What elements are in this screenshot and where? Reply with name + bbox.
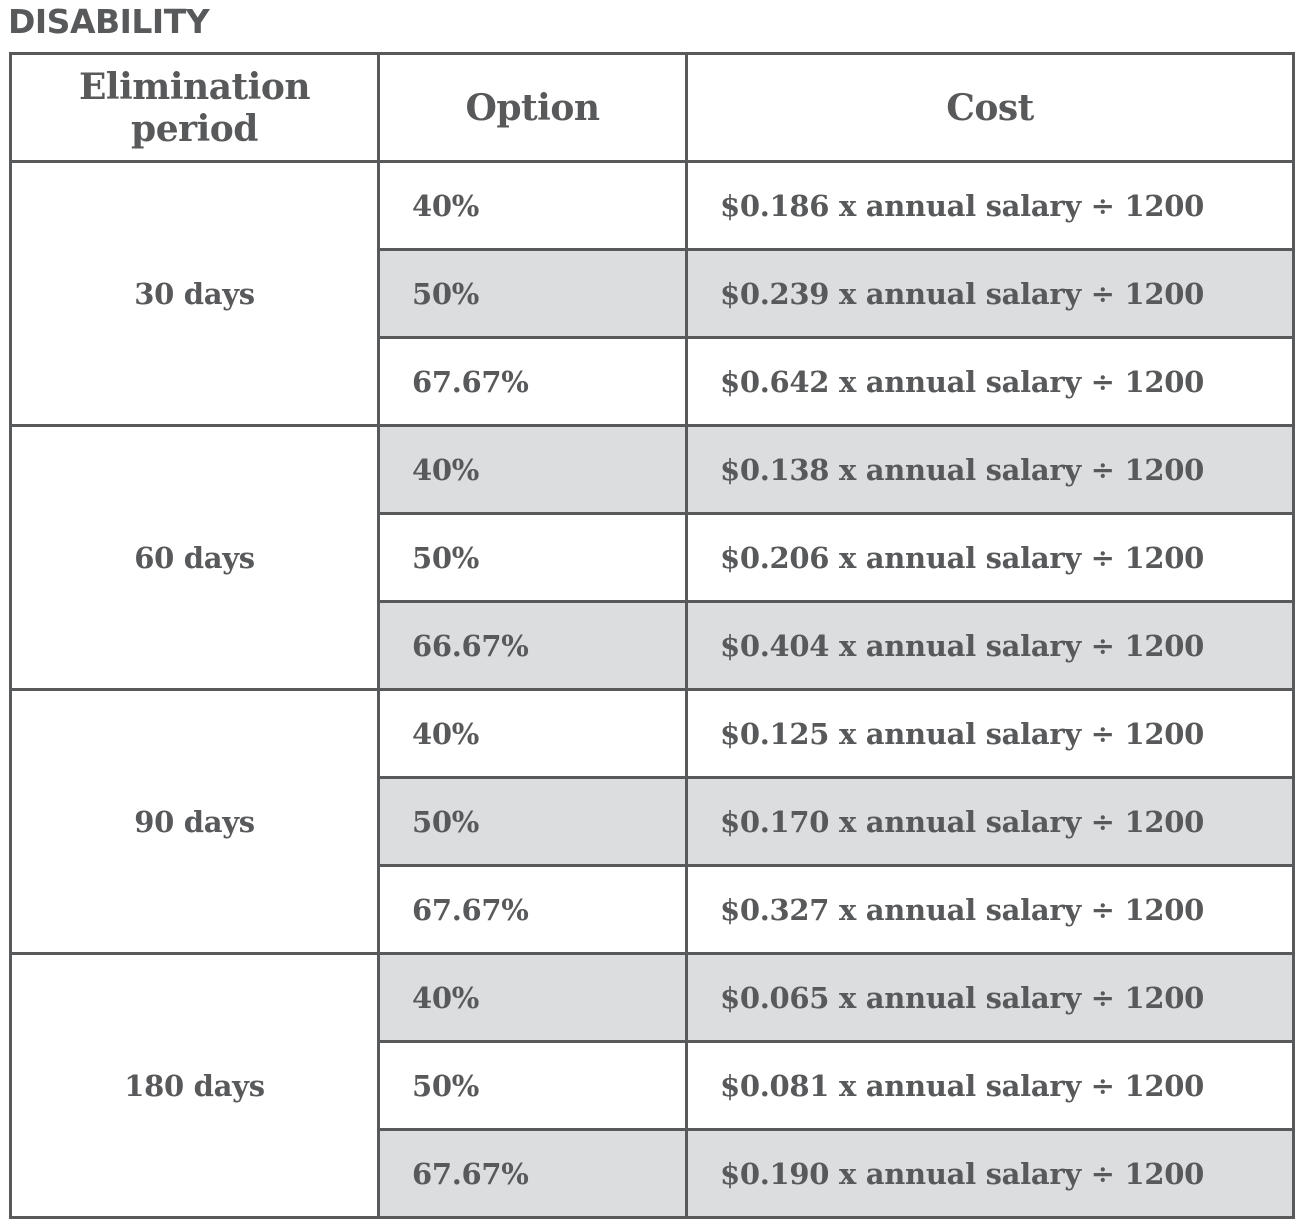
table-row: 180 days 40% $0.065 x annual salary ÷ 1200: [9, 952, 1295, 1219]
cost-cell: $0.404 x annual salary ÷ 1200: [685, 600, 1295, 691]
disability-rates-table: Elimination period Option Cost 30 days 40…: [9, 52, 1295, 1219]
option-cell: 40%: [377, 688, 688, 779]
table-row: 66.67% $0.404 x annual salary ÷ 1200: [11, 600, 1295, 691]
option-cell: 67.67%: [377, 336, 688, 427]
table-row: 50% $0.081 x annual salary ÷ 1200: [11, 1040, 1295, 1131]
header-elimination-period: Elimination period: [9, 52, 380, 163]
option-cell: 67.67%: [377, 1128, 688, 1219]
option-cell: 50%: [377, 512, 688, 603]
table-row: 67.67% $0.190 x annual salary ÷ 1200: [11, 1128, 1295, 1219]
cost-cell: $0.327 x annual salary ÷ 1200: [685, 864, 1295, 955]
cost-cell: $0.170 x annual salary ÷ 1200: [685, 776, 1295, 867]
section-title: DISABILITY: [8, 2, 210, 41]
table-body: 30 days 40% $0.186 x annual salary ÷ 1200 5…: [9, 160, 1295, 1219]
option-cell: 40%: [377, 952, 688, 1043]
option-cell: 67.67%: [377, 864, 688, 955]
option-cell: 50%: [377, 248, 688, 339]
cost-cell: $0.081 x annual salary ÷ 1200: [685, 1040, 1295, 1131]
table-row: 50% $0.206 x annual salary ÷ 1200: [11, 512, 1295, 603]
elimination-period-cell: 30 days: [9, 160, 380, 427]
cost-cell: $0.642 x annual salary ÷ 1200: [685, 336, 1295, 427]
option-cell: 50%: [377, 776, 688, 867]
cost-cell: $0.186 x annual salary ÷ 1200: [685, 160, 1295, 251]
table-row: 90 days 40% $0.125 x annual salary ÷ 1200: [9, 688, 1295, 955]
cost-cell: $0.065 x annual salary ÷ 1200: [685, 952, 1295, 1043]
elimination-period-cell: 180 days: [9, 952, 380, 1219]
option-cell: 40%: [377, 160, 688, 251]
elimination-period-cell: 60 days: [9, 424, 380, 691]
header-row: Elimination period Option Cost: [9, 52, 1295, 163]
table-row: 30 days 40% $0.186 x annual salary ÷ 1200: [9, 160, 1295, 427]
table-row: 50% $0.170 x annual salary ÷ 1200: [11, 776, 1295, 867]
elimination-period-cell: 90 days: [9, 688, 380, 955]
cost-cell: $0.138 x annual salary ÷ 1200: [685, 424, 1295, 515]
table-row: 60 days 40% $0.138 x annual salary ÷ 1200: [9, 424, 1295, 691]
cost-cell: $0.206 x annual salary ÷ 1200: [685, 512, 1295, 603]
table-row: 50% $0.239 x annual salary ÷ 1200: [11, 248, 1295, 339]
cost-cell: $0.190 x annual salary ÷ 1200: [685, 1128, 1295, 1219]
cost-cell: $0.125 x annual salary ÷ 1200: [685, 688, 1295, 779]
header-cost: Cost: [685, 52, 1295, 163]
option-cell: 66.67%: [377, 600, 688, 691]
option-cell: 50%: [377, 1040, 688, 1131]
option-cell: 40%: [377, 424, 688, 515]
cost-cell: $0.239 x annual salary ÷ 1200: [685, 248, 1295, 339]
table-row: 67.67% $0.642 x annual salary ÷ 1200: [11, 336, 1295, 427]
header-option: Option: [377, 52, 688, 163]
table-row: 67.67% $0.327 x annual salary ÷ 1200: [11, 864, 1295, 955]
